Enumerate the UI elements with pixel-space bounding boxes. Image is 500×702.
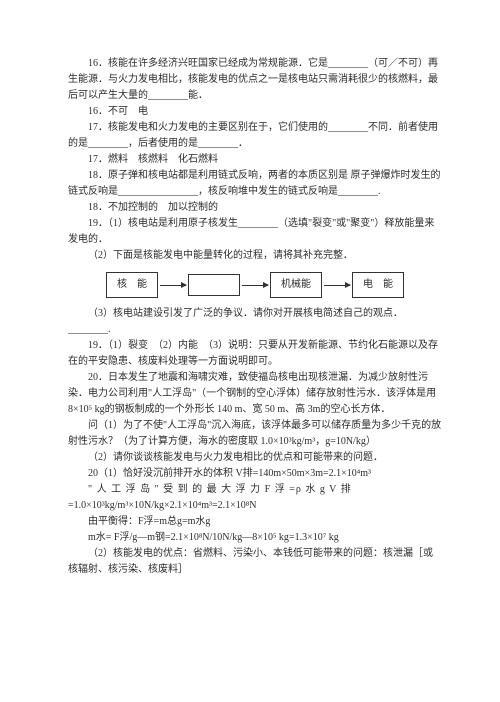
- q18-text: 18．原子弹和核电站都是利用链式反响，两者的本质区别是 原子弹爆炸时发生的链式反…: [68, 168, 442, 200]
- diagram-box-blank: [188, 274, 240, 296]
- energy-flow-diagram: 核 能 机械能 电 能: [68, 272, 442, 298]
- arrow-icon: [242, 285, 268, 286]
- arrow-icon: [160, 285, 186, 286]
- q16-text: 16．核能在许多经济兴旺国家已经成为常规能源．它是________（可／不可）再…: [68, 56, 442, 104]
- q20-answer-3: =1.0×10³kg/m³×10N/kg×2.1×10⁴m³=2.1×10⁸N: [68, 498, 442, 514]
- document-page: 16．核能在许多经济兴旺国家已经成为常规能源．它是________（可／不可）再…: [0, 0, 500, 598]
- q20-part3: （2）请你谈谈核能发电与火力发电相比的优点和可能带来的问题．: [68, 450, 442, 466]
- q19-part3: （3）核电站建设引发了广泛的争议．请你对开展核电简述自己的观点．: [68, 306, 442, 322]
- diagram-box-1: 核 能: [106, 272, 158, 298]
- q19-answer: 19．（1）裂变 （2）内能 （3）说明：只要从开发新能源、节约化石能源以及存在…: [68, 338, 442, 370]
- q17-text: 17．核能发电和火力发电的主要区别在于，它们使用的________不同．前者使用…: [68, 120, 442, 152]
- q18-answer: 18．不加控制的 加以控制的: [68, 200, 442, 216]
- diagram-box-3: 机械能: [270, 272, 322, 298]
- q20-part2: 问（1）为了不使"人工浮岛"沉入海底，该浮体最多可以储存质量为多少千克的放射性污…: [68, 418, 442, 450]
- q20-part1: 20．日本发生了地震和海啸灾难，致使福岛核电出现核泄漏．为减少放射性污染．电力公…: [68, 370, 442, 418]
- q16-answer: 16．不可 电: [68, 104, 442, 120]
- q20-answer-2: " 人 工 浮 岛 " 受 到 的 最 大 浮 力 F 浮 =ρ 水 g V 排: [68, 482, 442, 498]
- q20-answer-5: m水= F浮/g—m钢=2.1×10⁸N/10N/kg—8×10⁵ kg=1.3…: [68, 530, 442, 546]
- q19-part2: （2）下面是核能发电中能量转化的过程，请将其补充完整．: [68, 248, 442, 264]
- q19-blank-line: ________.: [68, 322, 442, 338]
- q20-answer-1: 20（1）恰好没沉前排开水的体积 V排=140m×50m×3m=2.1×10⁴m…: [68, 466, 442, 482]
- arrow-icon: [324, 285, 350, 286]
- diagram-box-4: 电 能: [352, 272, 404, 298]
- q20-answer-4: 由平衡得：F浮=m总g=m水g: [68, 514, 442, 530]
- q20-answer-6: （2）核能发电的优点：省燃料、污染小、本钱低可能带来的问题：核泄漏［或核辐射、核…: [68, 546, 442, 578]
- q17-answer: 17．燃料 核燃料 化石燃料: [68, 152, 442, 168]
- q19-part1: 19．（1）核电站是利用原子核发生________（选填"裂变"或"聚变"）释放…: [68, 216, 442, 248]
